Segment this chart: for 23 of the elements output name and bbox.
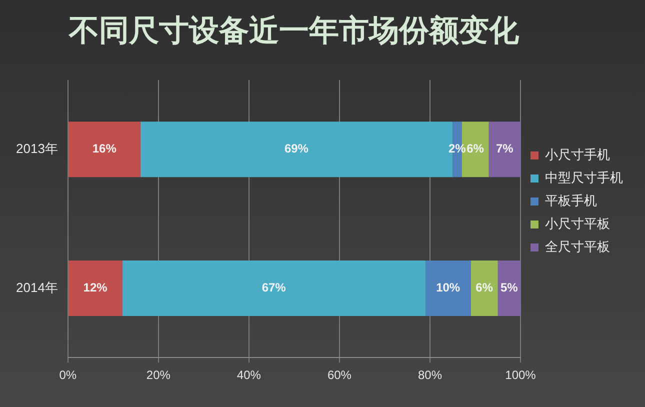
- x-tick-label: 100%: [505, 368, 536, 382]
- data-label: 67%: [262, 280, 286, 295]
- data-label: 5%: [500, 280, 518, 295]
- data-label: 7%: [496, 142, 514, 156]
- data-label: 10%: [436, 280, 460, 295]
- y-tick-label: 2014年: [16, 280, 58, 295]
- x-tick-label: 60%: [327, 368, 352, 382]
- legend-label: 小尺寸平板: [545, 216, 610, 232]
- data-label: 69%: [284, 142, 309, 156]
- legend-label: 小尺寸手机: [545, 147, 610, 162]
- x-tick-label: 0%: [59, 368, 77, 382]
- data-label: 16%: [92, 142, 117, 156]
- x-tick-label: 40%: [236, 368, 262, 382]
- legend-label: 平板手机: [545, 193, 597, 208]
- legend-label: 全尺寸平板: [545, 239, 610, 254]
- data-label: 6%: [466, 142, 484, 156]
- data-label: 6%: [476, 280, 494, 295]
- x-tick-label: 80%: [418, 368, 442, 382]
- y-tick-label: 2013年: [16, 140, 58, 156]
- chart-title: 不同尺寸设备近一年市场份额变化: [68, 13, 520, 48]
- legend-label: 中型尺寸手机: [545, 170, 623, 186]
- x-tick-label: 20%: [146, 368, 171, 382]
- data-label: 12%: [83, 280, 108, 295]
